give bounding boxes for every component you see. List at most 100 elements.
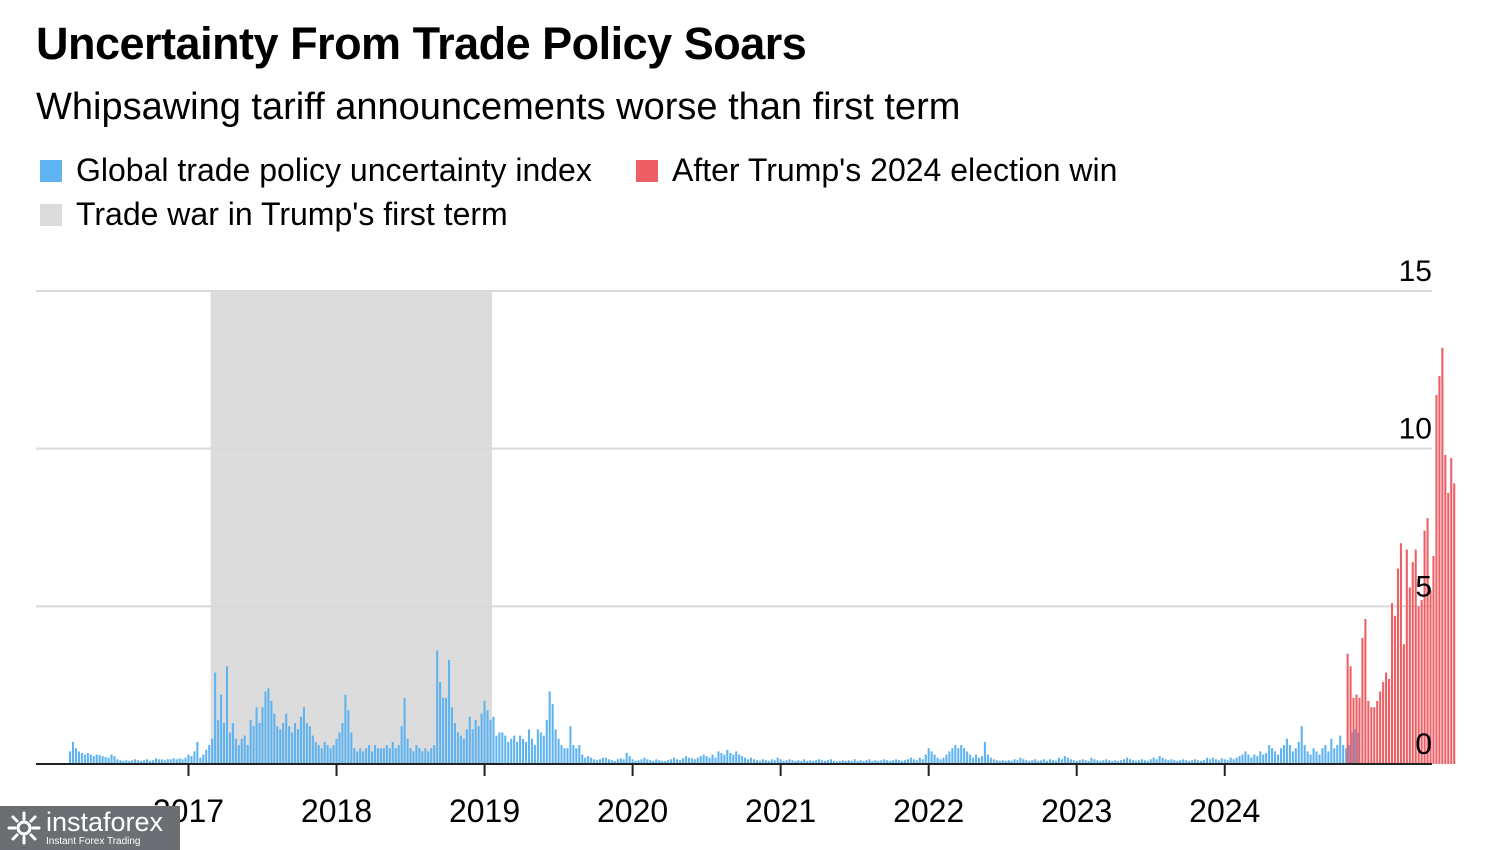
bar-index <box>344 694 347 764</box>
bar-index <box>1262 754 1265 764</box>
bar-index <box>1265 752 1268 764</box>
bar-index <box>249 719 252 764</box>
y-tick-label: 10 <box>1399 413 1432 446</box>
bar-index <box>261 707 264 764</box>
bar-index <box>1197 760 1200 764</box>
bar-index <box>1013 759 1016 764</box>
bar-index <box>453 723 456 764</box>
bar-index <box>915 760 918 764</box>
bar-index <box>767 760 770 764</box>
bar-index <box>199 757 202 764</box>
bar-index <box>524 741 528 764</box>
bar-index <box>501 732 504 764</box>
legend-item-after-election: After Trump's 2024 election win <box>636 152 1117 189</box>
bar-index <box>898 760 901 764</box>
bar-index <box>391 741 394 764</box>
bar-after-election <box>1444 454 1447 764</box>
bar-index <box>1134 760 1137 764</box>
bar-index <box>812 760 815 764</box>
bar-index <box>803 759 806 764</box>
bar-index <box>776 757 779 764</box>
bar-index <box>575 748 578 764</box>
bar-index <box>613 760 616 764</box>
bar-index <box>128 760 131 764</box>
bar-index <box>542 735 545 764</box>
bar-index <box>299 716 303 764</box>
bar-index <box>788 759 791 764</box>
bar-index <box>1214 759 1217 764</box>
bar-after-election <box>1438 376 1441 764</box>
bar-index <box>998 760 1001 764</box>
bar-index <box>936 757 939 764</box>
bar-index <box>782 760 785 764</box>
bar-index <box>427 751 430 764</box>
bar-index <box>1277 754 1280 764</box>
bar-index <box>702 754 705 764</box>
bar-index <box>1330 738 1333 764</box>
bar-index <box>1226 760 1229 764</box>
bar-index <box>291 732 294 764</box>
bar-index <box>1081 759 1084 764</box>
bar-index <box>874 760 877 764</box>
bar-index <box>92 756 95 764</box>
bar-index <box>995 760 998 764</box>
bar-index <box>279 729 282 764</box>
bar-index <box>436 650 439 764</box>
bar-index <box>1339 735 1342 764</box>
bar-index <box>696 757 699 764</box>
legend-item-trade-war: Trade war in Trump's first term <box>40 196 508 233</box>
bar-index <box>1176 760 1179 764</box>
bar-index <box>122 760 125 764</box>
bar-index <box>856 760 859 764</box>
bar-index <box>208 745 211 764</box>
bar-after-election <box>1429 590 1432 764</box>
bar-index <box>445 697 448 764</box>
bar-index <box>903 760 907 764</box>
bar-index <box>684 756 687 764</box>
bar-index <box>320 748 323 764</box>
bar-index <box>1155 759 1158 764</box>
bar-index <box>1208 759 1211 764</box>
bar-after-election <box>1364 618 1367 764</box>
bar-index <box>584 757 587 764</box>
bar-index <box>723 754 726 764</box>
bar-index <box>598 759 602 764</box>
bar-index <box>708 757 711 764</box>
chart-title: Uncertainty From Trade Policy Soars <box>36 18 807 69</box>
bar-index <box>365 748 368 764</box>
bar-index <box>350 732 353 764</box>
bar-index <box>693 759 696 764</box>
bar-index <box>1054 760 1058 764</box>
bar-index <box>690 758 693 764</box>
bar-index <box>847 760 850 764</box>
bar-index <box>1282 745 1285 764</box>
bar-index <box>1220 758 1223 764</box>
bar-index <box>190 756 193 764</box>
bar-index <box>877 760 880 764</box>
bar-index <box>276 726 279 764</box>
legend-swatch-after-election <box>636 159 658 182</box>
bar-index <box>89 754 92 764</box>
bar-index <box>1043 759 1046 764</box>
bar-index <box>252 726 255 764</box>
bar-index <box>1040 760 1043 764</box>
bar-index <box>477 726 480 764</box>
bar-index <box>376 748 380 764</box>
bar-index <box>939 759 942 764</box>
bar-index <box>412 751 415 764</box>
bar-index <box>397 745 400 764</box>
bar-index <box>1336 745 1339 764</box>
bar-after-election <box>1358 697 1361 764</box>
bar-index <box>821 760 824 764</box>
bar-index <box>196 741 199 764</box>
bar-after-election <box>1432 555 1435 764</box>
bar-index <box>755 760 758 764</box>
bar-index <box>1037 760 1040 764</box>
bar-index <box>163 760 166 764</box>
bar-index <box>1241 754 1244 764</box>
bar-index <box>900 760 904 764</box>
bar-index <box>1063 756 1066 764</box>
bar-index <box>744 757 747 764</box>
bar-index <box>220 694 223 764</box>
bar-index <box>1229 757 1232 764</box>
